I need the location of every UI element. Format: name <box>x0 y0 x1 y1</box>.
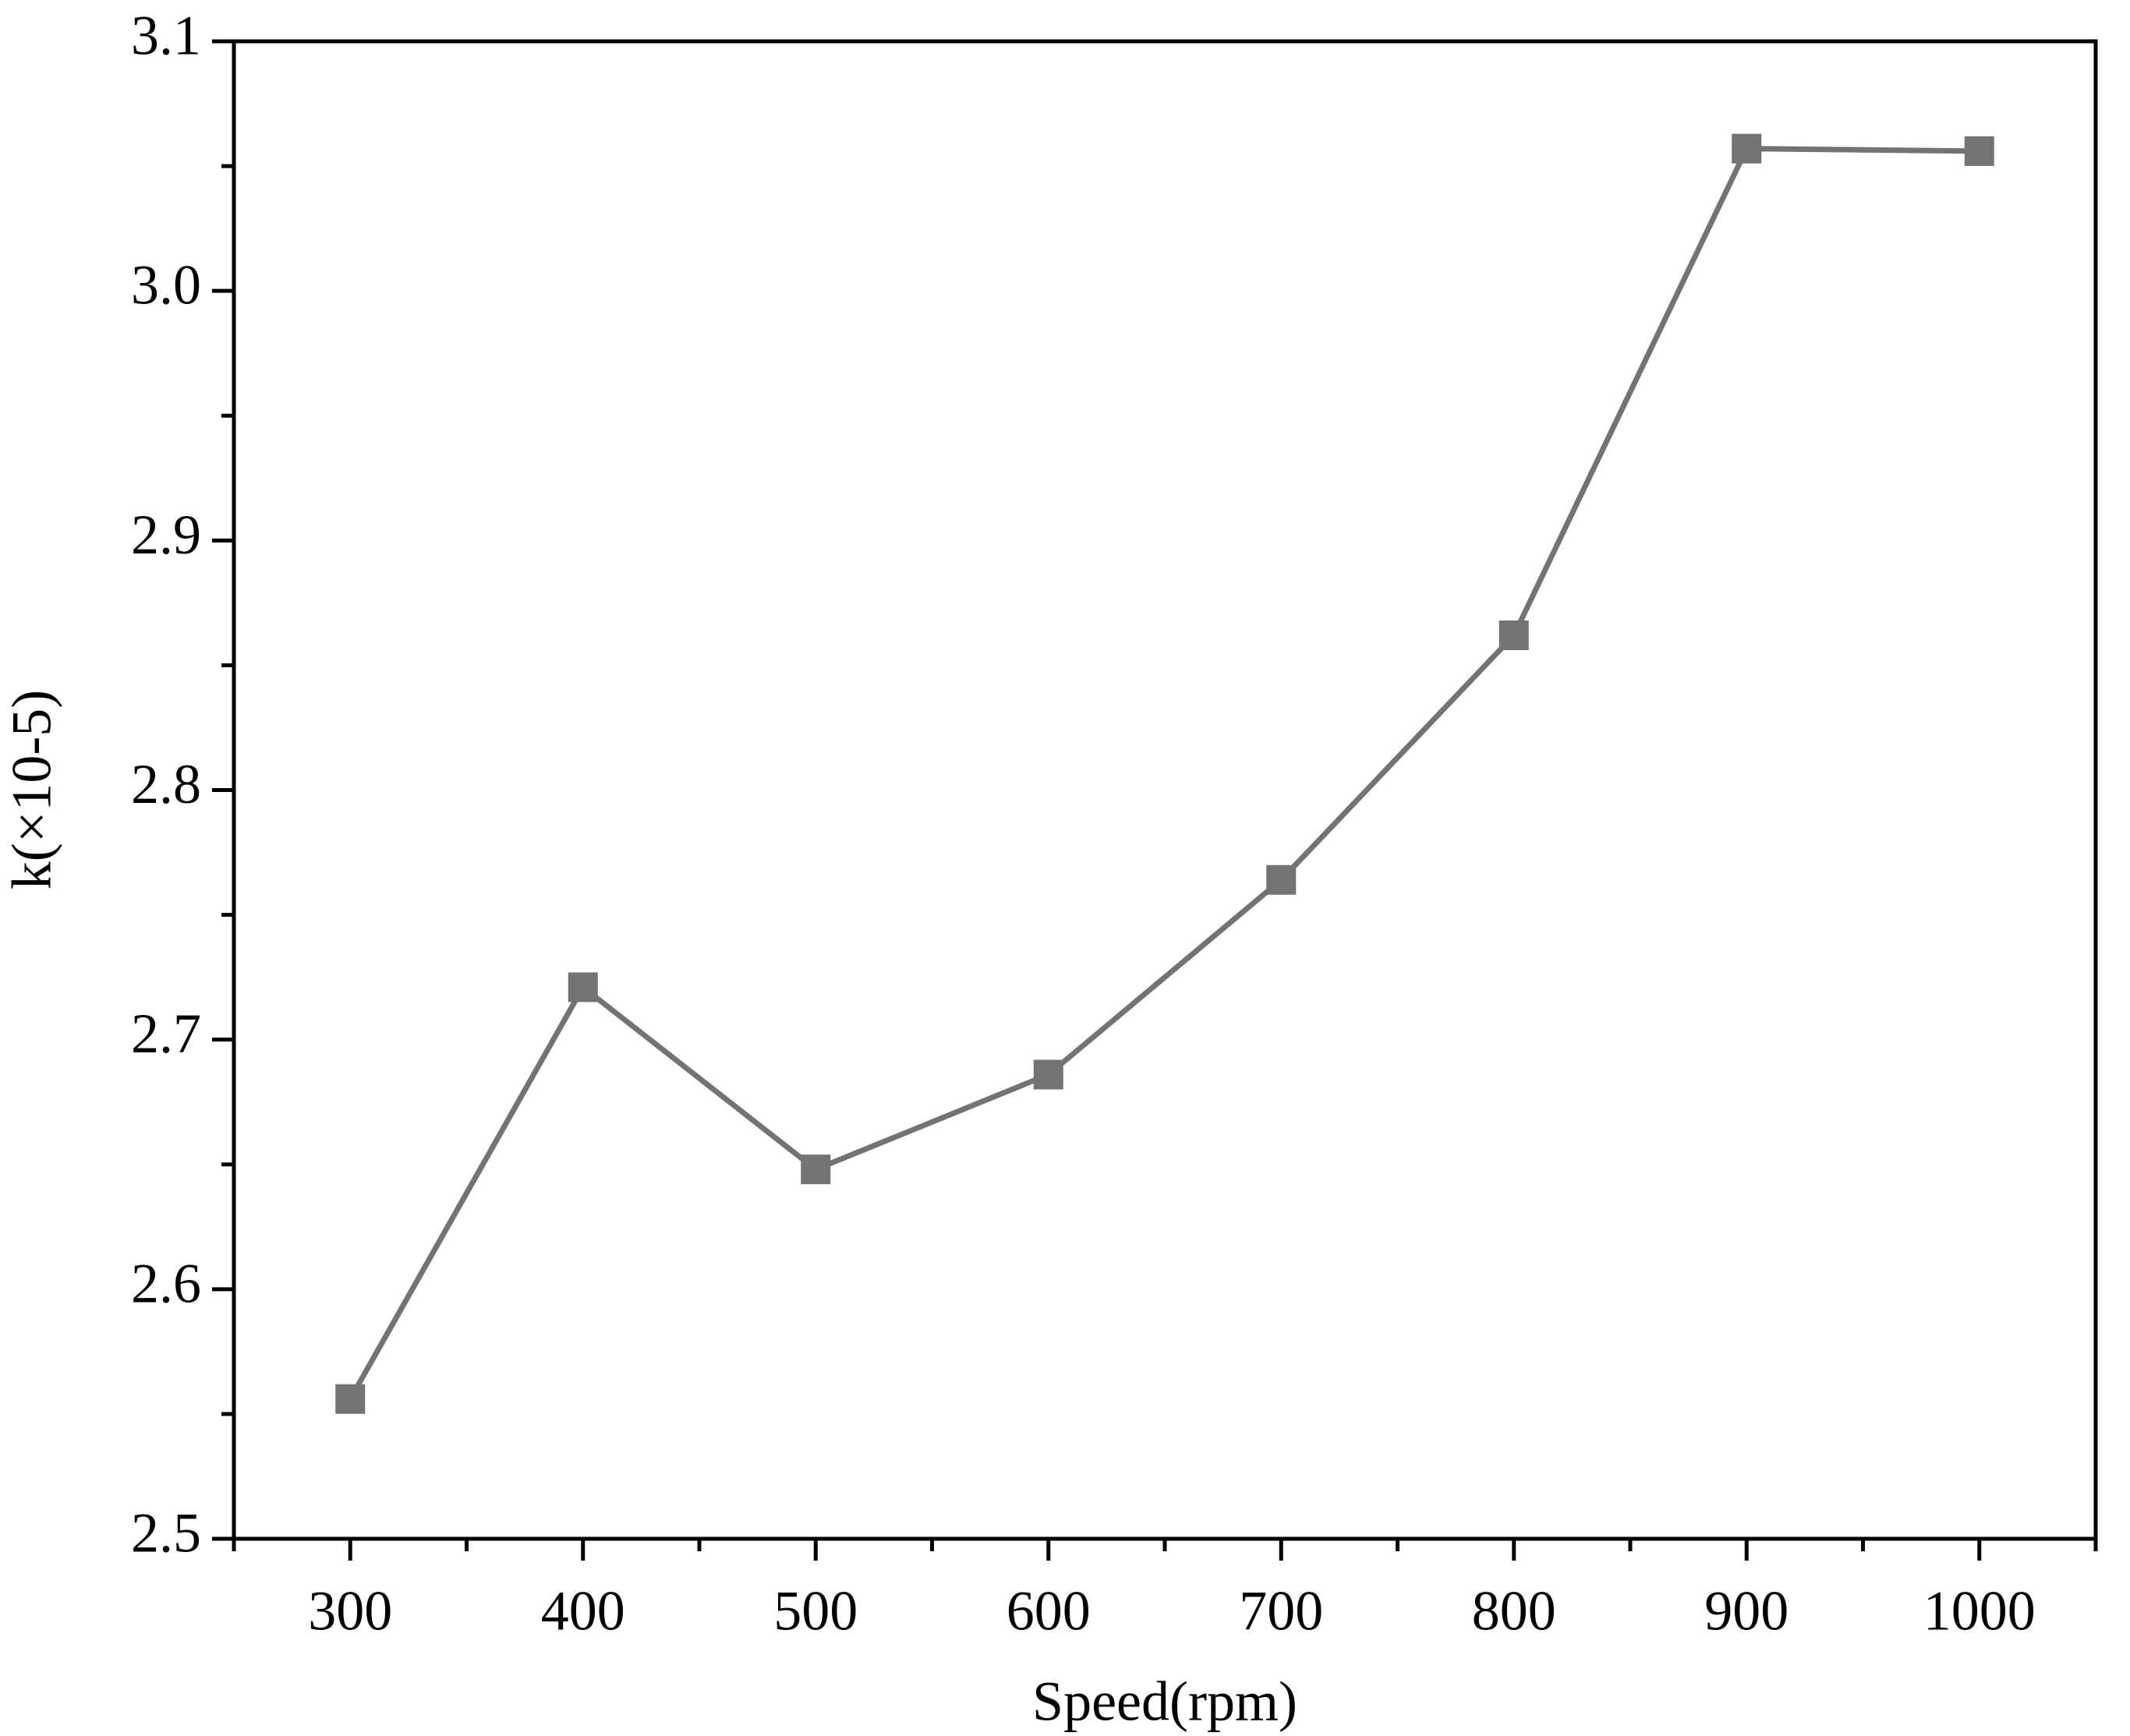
x-tick-label: 500 <box>773 1580 858 1642</box>
data-marker <box>1266 864 1297 895</box>
data-marker <box>568 972 598 1002</box>
data-marker <box>1964 136 1994 166</box>
x-axis-label: Speed(rpm) <box>1032 1671 1297 1733</box>
x-tick-label: 800 <box>1472 1580 1556 1642</box>
plot-frame <box>232 39 2098 1541</box>
x-tick-label: 700 <box>1239 1580 1323 1642</box>
data-marker <box>335 1384 366 1414</box>
x-tick-label: 400 <box>541 1580 625 1642</box>
y-tick-label: 3.0 <box>131 254 201 316</box>
x-tick-label: 300 <box>308 1580 392 1642</box>
y-tick-label: 2.6 <box>131 1252 201 1314</box>
data-marker <box>1498 620 1529 650</box>
y-tick-label: 3.1 <box>131 5 201 67</box>
data-marker <box>1033 1059 1063 1090</box>
y-axis-label: k(×10-5) <box>1 690 63 890</box>
x-tick-label: 1000 <box>1923 1580 2036 1642</box>
y-tick-label: 2.7 <box>131 1002 201 1065</box>
y-tick-label: 2.9 <box>131 504 201 566</box>
x-tick-label: 900 <box>1704 1580 1789 1642</box>
y-tick-label: 2.8 <box>131 753 201 815</box>
x-tick-label: 600 <box>1007 1580 1091 1642</box>
data-marker <box>801 1154 831 1185</box>
y-tick-label: 2.5 <box>131 1502 201 1565</box>
data-marker <box>1732 133 1762 164</box>
data-line <box>348 146 1980 1401</box>
